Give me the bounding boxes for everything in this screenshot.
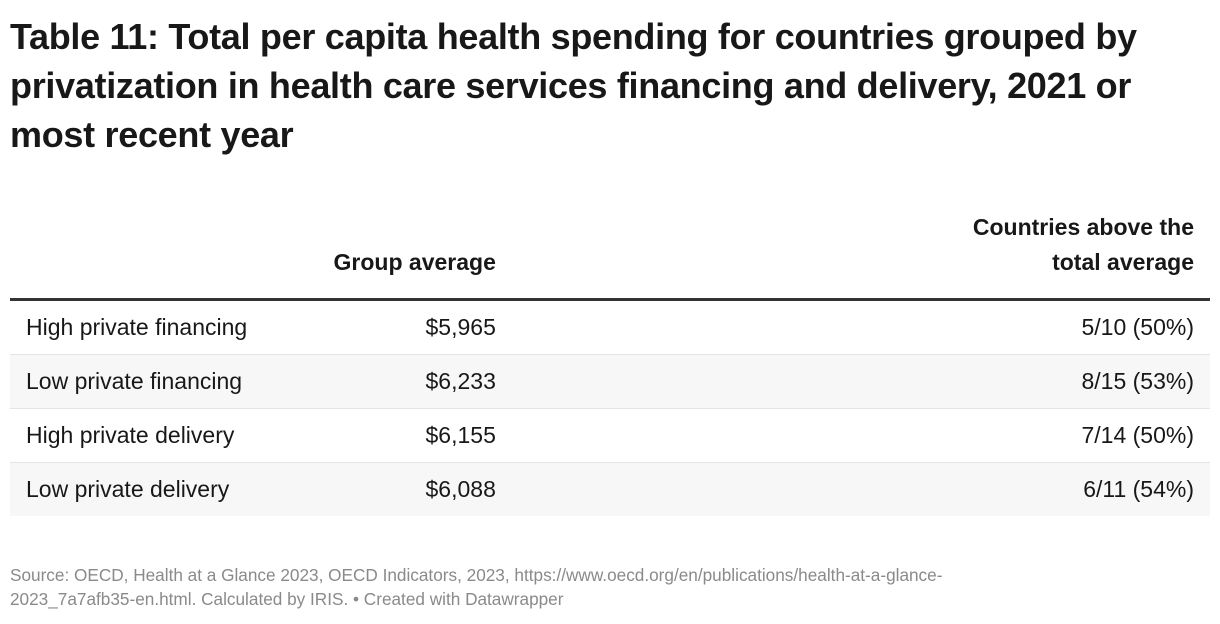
above-cell: 6/11 (54%) — [947, 462, 1210, 516]
group-cell: High private financing — [10, 299, 264, 355]
above-cell: 8/15 (53%) — [947, 354, 1210, 409]
table-row: Low private financing $6,233 8/15 (53%) — [10, 354, 1210, 409]
source-line-1: Source: OECD, Health at a Glance 2023, O… — [10, 565, 943, 585]
group-cell: Low private delivery — [10, 462, 264, 516]
above-cell: 5/10 (50%) — [947, 299, 1210, 355]
table-row: High private financing $5,965 5/10 (50%) — [10, 299, 1210, 355]
table-title: Table 11: Total per capita health spendi… — [10, 16, 1137, 155]
column-header-group[interactable] — [10, 210, 264, 301]
group-cell: High private delivery — [10, 408, 264, 463]
source-footer: Source: OECD, Health at a Glance 2023, O… — [10, 563, 1215, 611]
column-header-countries-above[interactable]: Countries above the total average — [947, 210, 1210, 301]
column-header-group-average[interactable]: Group average — [263, 210, 948, 301]
average-cell: $6,233 — [263, 354, 948, 409]
average-cell: $6,155 — [263, 408, 948, 463]
source-line-2: 2023_7a7afb35-en.html. Calculated by IRI… — [10, 589, 564, 609]
header-row: Group average Countries above the total … — [10, 210, 1210, 301]
average-cell: $6,088 — [263, 462, 948, 516]
above-cell: 7/14 (50%) — [947, 408, 1210, 463]
table-row: High private delivery $6,155 7/14 (50%) — [10, 408, 1210, 463]
table-row: Low private delivery $6,088 6/11 (54%) — [10, 462, 1210, 516]
data-table: Group average Countries above the total … — [10, 210, 1210, 516]
average-cell: $5,965 — [263, 299, 948, 355]
group-cell: Low private financing — [10, 354, 264, 409]
